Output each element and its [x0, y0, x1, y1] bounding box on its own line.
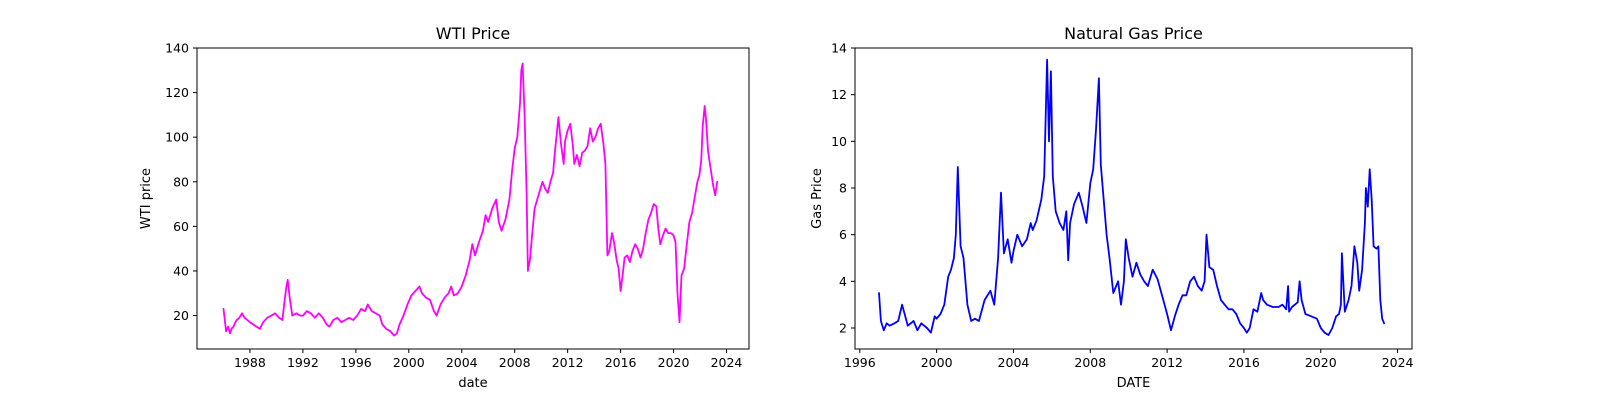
- wti-y-tick-label: 120: [165, 85, 189, 100]
- gas-plot-frame: [854, 47, 1413, 350]
- gas-y-axis-label: Gas Price: [810, 168, 825, 229]
- gas-y-tick-label: 14: [831, 41, 847, 56]
- wti-y-tick-label: 100: [165, 130, 189, 145]
- wti-x-tick-label: 2008: [499, 355, 531, 370]
- gas-x-tick-label: 2000: [921, 355, 953, 370]
- wti-x-tick-label: 2012: [552, 355, 584, 370]
- wti-x-tick-label: 2024: [711, 355, 743, 370]
- wti-y-tick-label: 140: [165, 41, 189, 56]
- gas-x-tick-label: 1996: [844, 355, 876, 370]
- wti-x-axis-label: date: [458, 376, 487, 391]
- wti-y-tick-label: 60: [173, 219, 189, 234]
- gas-x-tick-label: 2016: [1228, 355, 1260, 370]
- gas-y-tick-label: 12: [831, 87, 847, 102]
- wti-x-tick-label: 1992: [287, 355, 319, 370]
- wti-y-tick-label: 80: [173, 174, 189, 189]
- gas-y-tick-label: 4: [839, 274, 847, 289]
- wti-x-tick-label: 2020: [658, 355, 690, 370]
- wti-plot-frame: [196, 47, 750, 350]
- wti-y-axis-label: WTI price: [139, 168, 154, 229]
- gas-chart-title: Natural Gas Price: [1064, 24, 1203, 43]
- gas-x-tick-label: 2020: [1305, 355, 1337, 370]
- gas-x-tick-label: 2004: [998, 355, 1030, 370]
- gas-x-tick-label: 2012: [1151, 355, 1183, 370]
- gas-x-tick-label: 2008: [1074, 355, 1106, 370]
- wti-y-tick-label: 40: [173, 263, 189, 278]
- gas-price-line: [878, 58, 1385, 336]
- wti-x-tick-label: 1996: [340, 355, 372, 370]
- wti-price-line: [222, 62, 719, 337]
- gas-y-tick-label: 8: [839, 181, 847, 196]
- wti-x-tick-label: 2004: [446, 355, 478, 370]
- gas-y-tick-label: 10: [831, 134, 847, 149]
- gas-x-tick-label: 2024: [1382, 355, 1414, 370]
- wti-chart-title: WTI Price: [436, 24, 510, 43]
- gas-y-tick-label: 2: [839, 321, 847, 336]
- gas-y-tick-label: 6: [839, 227, 847, 242]
- wti-x-tick-label: 2016: [605, 355, 637, 370]
- wti-y-tick-label: 20: [173, 308, 189, 323]
- wti-x-tick-label: 2000: [393, 355, 425, 370]
- wti-x-tick-label: 1988: [234, 355, 266, 370]
- gas-x-axis-label: DATE: [1117, 376, 1151, 391]
